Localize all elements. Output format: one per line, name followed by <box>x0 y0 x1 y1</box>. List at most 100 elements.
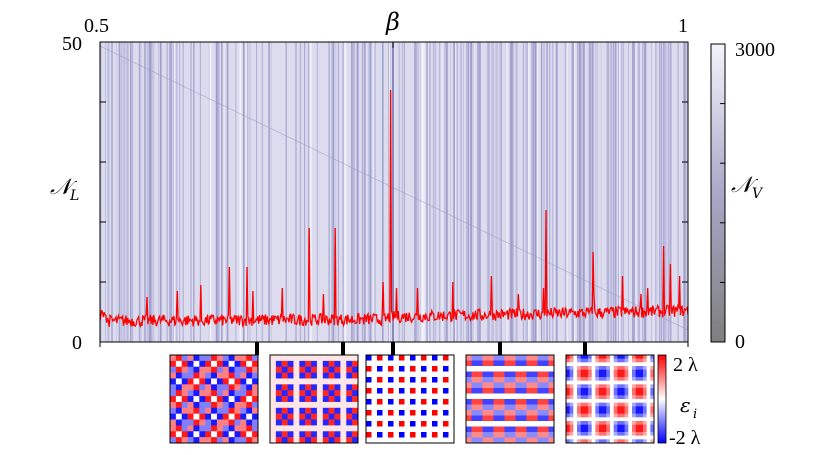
inset-cell <box>599 377 603 381</box>
inset-cell <box>569 369 574 374</box>
inset-cell <box>246 384 253 391</box>
inset-cell <box>646 362 651 367</box>
inset-cell <box>580 373 585 378</box>
inset-cell <box>617 373 622 378</box>
inset-cell <box>650 406 655 411</box>
inset-cell <box>448 366 455 372</box>
inset-cell <box>617 413 622 418</box>
inset-cell <box>643 410 647 414</box>
inset-cell <box>193 407 200 414</box>
inset-cell <box>599 439 603 444</box>
inset-cell <box>482 388 489 394</box>
inset-cell <box>175 419 183 426</box>
inset-cell <box>493 360 500 367</box>
inset-cell <box>293 419 300 426</box>
inset-cell <box>569 391 574 396</box>
inset-cell <box>382 377 389 383</box>
inset-cell <box>415 382 422 389</box>
inset-cell <box>287 431 294 438</box>
inset-cell <box>287 407 294 414</box>
inset-cell <box>635 421 640 425</box>
inset-cell <box>275 372 283 379</box>
inset-cell <box>639 413 644 418</box>
inset-cell <box>305 401 312 409</box>
inset-cell <box>305 419 312 426</box>
inset-cell <box>610 369 614 374</box>
inset-cell <box>340 396 347 403</box>
inset-cell <box>624 439 629 444</box>
inset-cell <box>621 410 625 414</box>
inset-cell <box>482 404 489 411</box>
inset-cell <box>170 366 177 373</box>
inset-cell <box>566 358 570 363</box>
inset-cell <box>580 395 585 400</box>
inset-cell <box>599 406 603 411</box>
inset-cell <box>591 424 596 429</box>
inset-cell <box>443 399 449 405</box>
inset-cell <box>617 355 622 359</box>
inset-cell <box>448 432 455 438</box>
inset-cell <box>646 358 651 363</box>
inset-cell <box>432 404 438 411</box>
inset-cell <box>635 417 640 422</box>
inset-cell <box>493 410 500 416</box>
inset-cell <box>366 421 372 427</box>
inset-cell <box>595 377 600 381</box>
inset-cell <box>537 371 544 378</box>
inset-cell <box>426 388 433 394</box>
inset-cell <box>639 388 644 392</box>
inset-frame <box>565 354 655 444</box>
inset-cell <box>432 437 438 444</box>
inset-cell <box>606 355 611 359</box>
inset-cell <box>577 366 581 370</box>
inset-cell <box>624 428 629 433</box>
inset-cell <box>621 384 625 389</box>
inset-cell <box>299 419 306 426</box>
inset-cell <box>366 393 372 400</box>
inset-cell <box>366 426 372 433</box>
inset-cell <box>410 393 416 400</box>
inset-cell <box>610 428 614 433</box>
inset-cell <box>595 421 600 425</box>
inset-cell <box>346 396 353 403</box>
inset-cell <box>569 421 574 425</box>
inset-cell <box>377 421 383 427</box>
inset-cell <box>205 401 212 409</box>
inset-cell <box>584 388 589 392</box>
inset-cell <box>573 435 578 440</box>
inset-cell <box>246 419 253 426</box>
inset-cell <box>606 417 611 422</box>
inset-cell <box>532 432 538 438</box>
inset-cell <box>448 415 455 422</box>
inset-cell <box>240 378 247 385</box>
inset-cell <box>543 377 549 383</box>
inset-cell <box>613 428 618 433</box>
inset-cell <box>577 362 581 367</box>
inset-cell <box>488 421 494 427</box>
inset-cell <box>211 396 218 403</box>
inset-cell <box>471 382 478 389</box>
inset-cell <box>621 432 625 436</box>
inset-cell <box>646 373 651 378</box>
inset-cell <box>610 410 614 414</box>
inset-cell <box>311 366 318 373</box>
inset-cell <box>606 406 611 411</box>
inset-cell <box>639 421 644 425</box>
inset-cell <box>270 413 277 420</box>
inset-cell <box>584 380 589 385</box>
inset-cell <box>252 407 259 414</box>
inset-cell <box>404 393 411 400</box>
inset-cell <box>448 377 455 383</box>
inset-cell <box>526 360 533 367</box>
inset-cell <box>252 378 259 385</box>
inset-cell <box>580 384 585 389</box>
inset-cell <box>388 377 394 383</box>
inset-cell <box>187 372 194 379</box>
inset-cell <box>488 432 494 438</box>
inset-cell <box>650 355 655 359</box>
inset-frame <box>365 354 455 444</box>
inset-cell <box>477 432 483 438</box>
inset-cell <box>510 388 516 394</box>
plot-background <box>100 42 688 342</box>
inset-cell <box>569 377 574 381</box>
